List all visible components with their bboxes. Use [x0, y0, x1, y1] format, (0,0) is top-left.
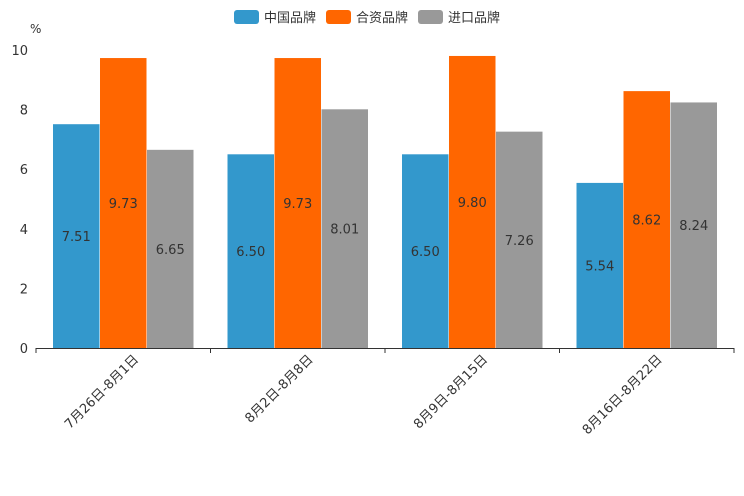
legend-item-import-brand[interactable]: 进口品牌: [418, 7, 500, 26]
bar-2-3: [670, 102, 717, 348]
y-tick-label: 10: [11, 44, 28, 59]
y-tick-label: 2: [20, 282, 28, 297]
legend-swatch-china-brand: [234, 9, 259, 24]
bar-1-3: [623, 91, 670, 349]
x-tick-label: 8月16日-8月22日: [580, 352, 666, 438]
y-tick-label: 4: [20, 223, 28, 238]
bar-2-2: [496, 131, 543, 348]
legend-label-joint-venture-brand: 合资品牌: [356, 11, 409, 26]
data-label: 7.51: [62, 230, 91, 245]
data-label: 6.65: [156, 243, 185, 258]
data-label: 7.26: [505, 234, 534, 249]
y-tick-label: 6: [20, 163, 28, 178]
data-label: 9.73: [109, 197, 138, 212]
legend-item-joint-venture-brand[interactable]: 合资品牌: [326, 7, 408, 26]
legend-swatch-import-brand: [418, 9, 444, 24]
data-label: 9.73: [283, 197, 312, 212]
bar-2-0: [147, 149, 194, 348]
bar-0-0: [53, 124, 100, 349]
x-tick-label: 8月2日-8月8日: [242, 352, 316, 426]
legend-item-china-brand[interactable]: 中国品牌: [234, 7, 316, 26]
chart-legend: 中国品牌 合资品牌 进口品牌: [234, 7, 510, 26]
x-tick-label: 8月9日-8月15日: [411, 352, 491, 432]
legend-swatch-joint-venture-brand: [326, 9, 352, 24]
data-label: 6.50: [236, 245, 265, 260]
legend-label-china-brand: 中国品牌: [264, 11, 317, 26]
bar-0-3: [576, 182, 623, 348]
y-axis-unit-label: %: [30, 22, 42, 36]
data-label: 8.62: [632, 214, 661, 229]
bar-0-2: [402, 154, 449, 348]
data-label: 5.54: [585, 259, 614, 274]
bar-0-1: [227, 154, 274, 348]
bar-1-2: [449, 55, 496, 349]
legend-label-import-brand: 进口品牌: [448, 11, 501, 26]
bar-2-1: [321, 109, 368, 348]
y-tick-label: 0: [20, 342, 28, 357]
data-label: 6.50: [411, 245, 440, 260]
bar-1-0: [100, 58, 147, 349]
data-label: 9.80: [458, 196, 487, 211]
y-tick-label: 8: [20, 104, 28, 119]
bar-1-1: [274, 58, 321, 349]
data-label: 8.24: [679, 219, 708, 234]
data-label: 8.01: [330, 223, 359, 238]
x-tick-label: 7月26日-8月1日: [62, 352, 142, 432]
